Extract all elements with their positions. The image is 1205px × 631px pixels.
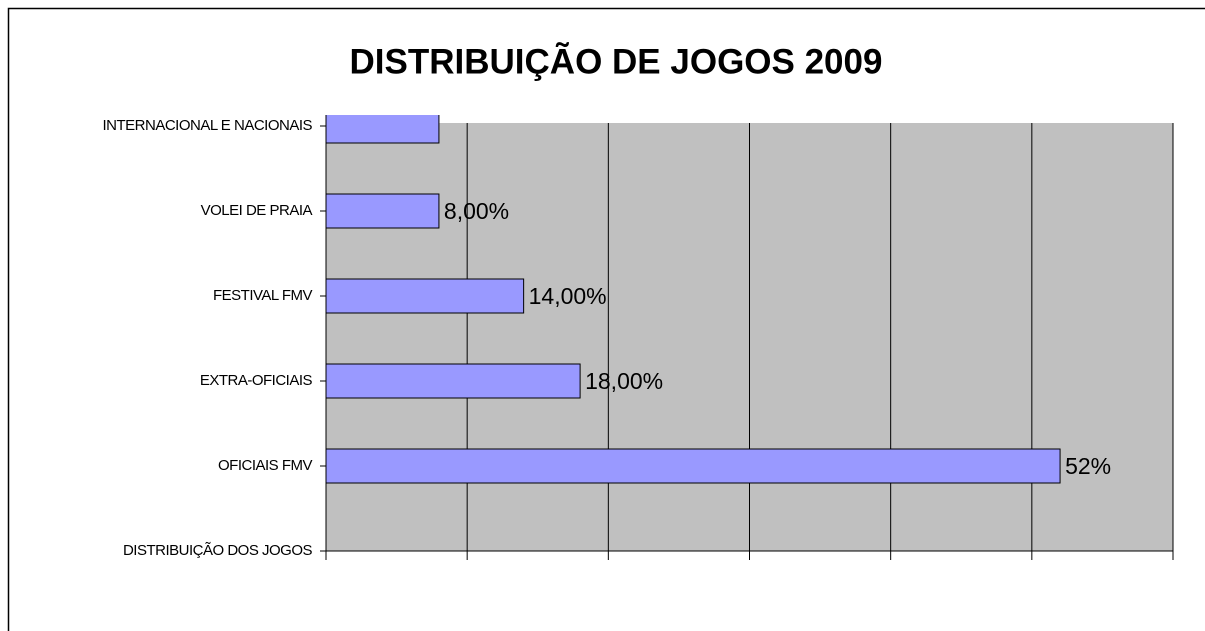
bar (325, 278, 525, 314)
bar (325, 193, 440, 229)
chart-title: DISTRIBUIÇÃO DE JOGOS 2009 (350, 42, 883, 81)
y-tick-label: EXTRA-OFICIAIS (200, 372, 313, 389)
data-label: 18,00% (585, 368, 663, 394)
data-label: 14,00% (529, 283, 607, 309)
y-tick-label: FESTIVAL FMV (213, 287, 313, 304)
bar (325, 115, 440, 144)
data-label: 52% (1065, 453, 1111, 479)
bar (325, 448, 1061, 484)
data-label: 8,00% (444, 198, 509, 224)
y-tick-label: INTERNACIONAL E NACIONAIS (103, 117, 313, 134)
y-tick-label: VOLEI DE PRAIA (201, 202, 313, 219)
y-tick-label: DISTRIBUIÇÃO DOS JOGOS (123, 542, 313, 559)
y-tick-label: OFICIAIS FMV (218, 457, 313, 474)
bar (325, 363, 581, 399)
